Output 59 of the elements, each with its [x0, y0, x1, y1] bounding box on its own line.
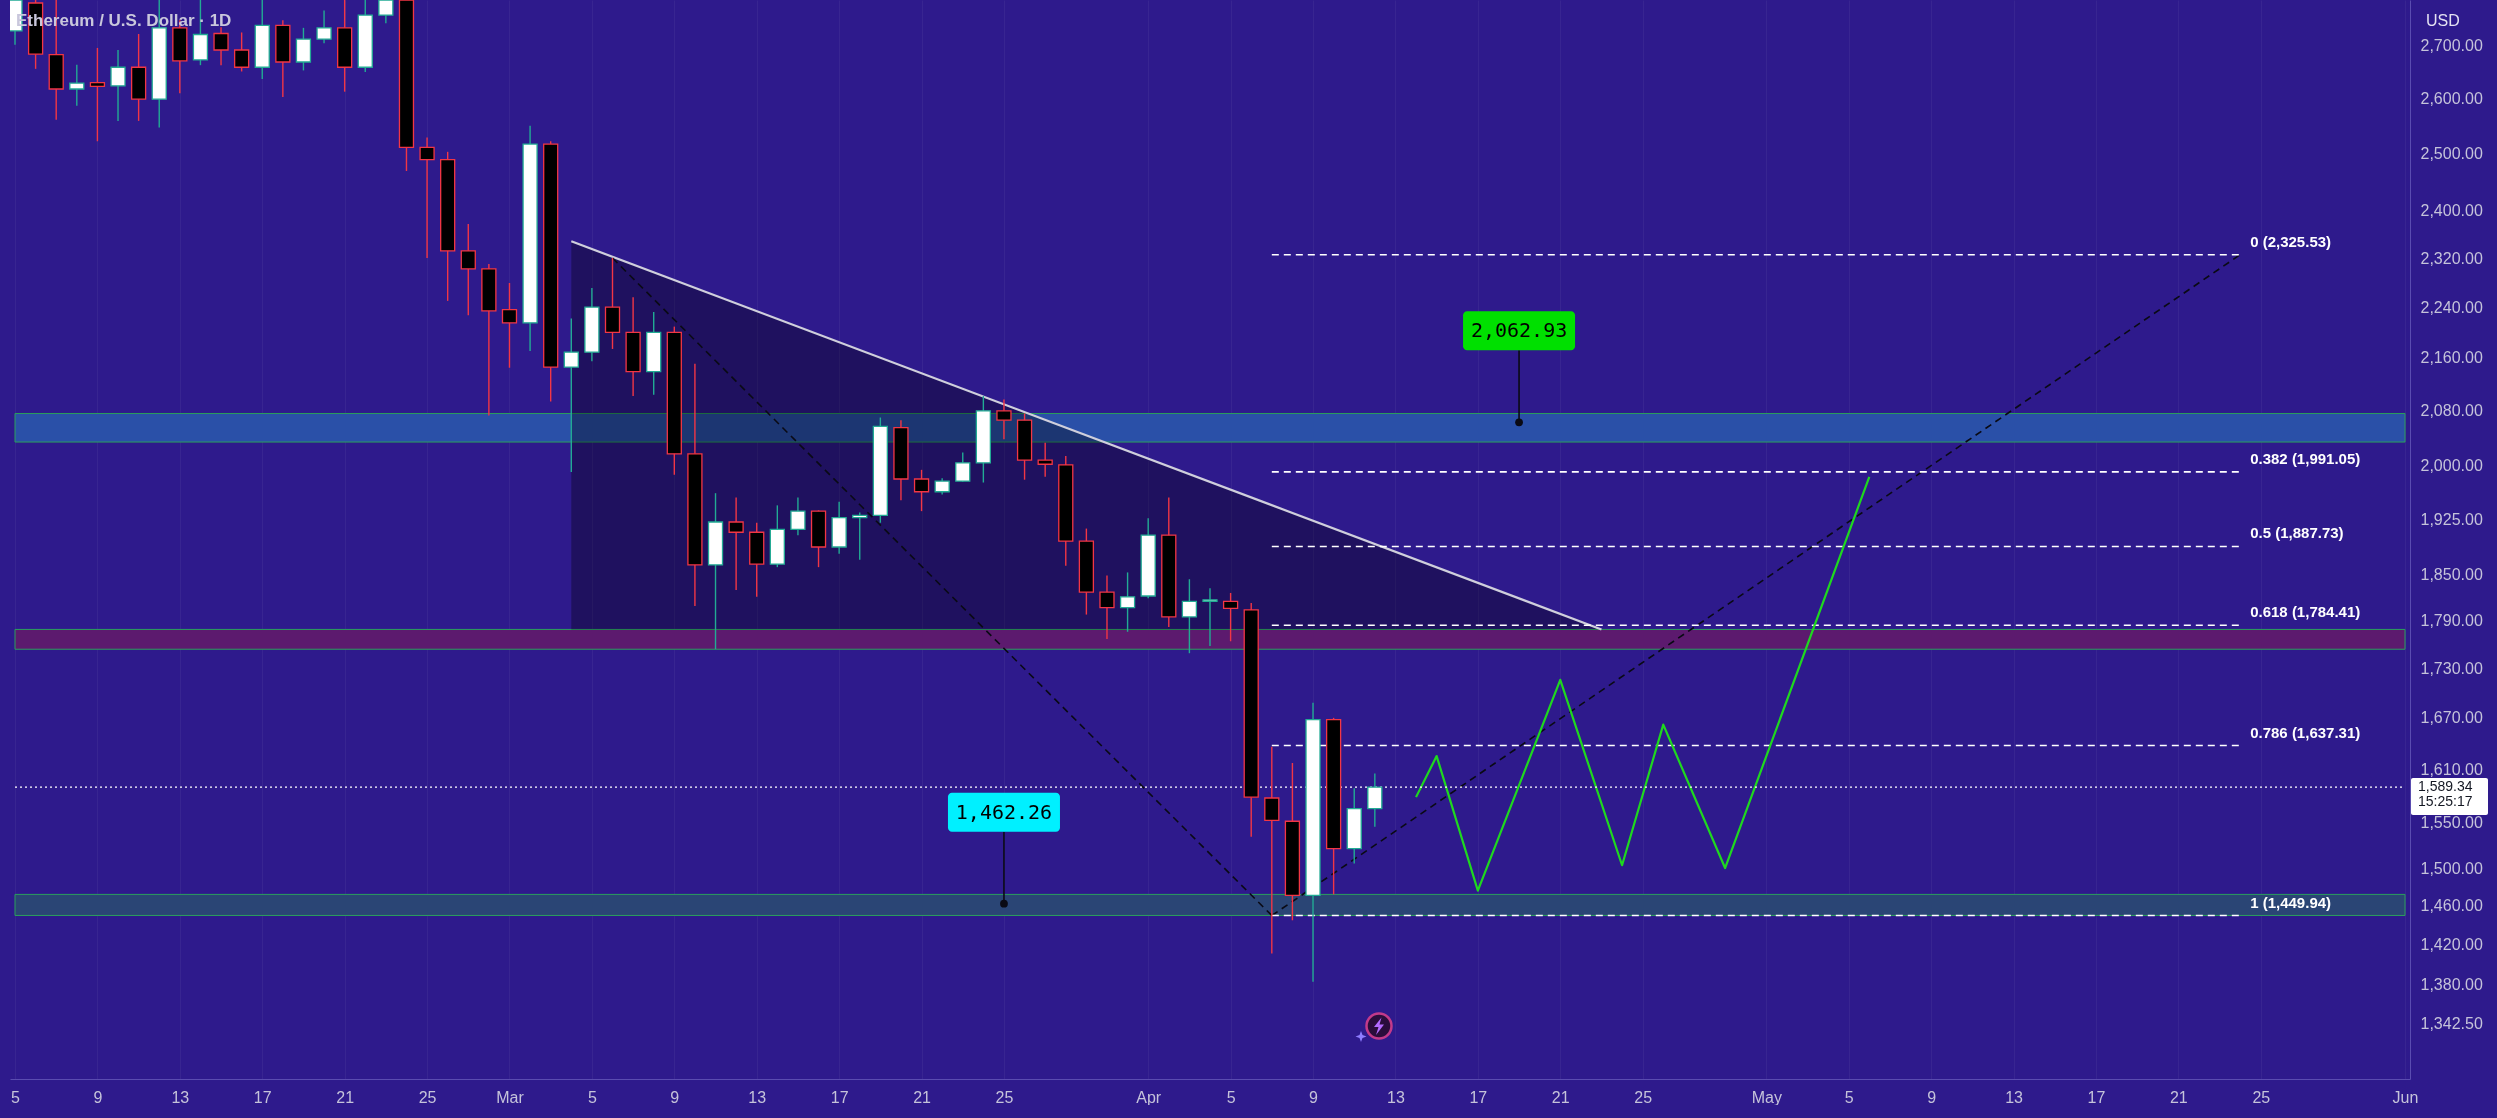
x-tick-label: 25: [995, 1088, 1014, 1106]
y-tick-label: 2,700.00: [2420, 37, 2483, 55]
y-tick-label: 1,342.50: [2420, 1014, 2483, 1032]
series-label: 0.382 (1,991.05): [2250, 449, 2361, 467]
x-tick-label: 21: [1551, 1088, 1570, 1106]
series-label: 1 (1,449.94): [2250, 893, 2332, 911]
y-tick-label: 1,380.00: [2420, 976, 2483, 994]
x-tick-label: 5: [587, 1088, 597, 1106]
x-tick-label: 21: [2169, 1088, 2188, 1106]
x-tick-label: 5: [11, 1088, 21, 1106]
y-tick-label: 1,670.00: [2420, 709, 2483, 727]
x-tick-label: 5: [1226, 1088, 1236, 1106]
x-tick-label: 17: [830, 1088, 849, 1106]
x-tick-label: 9: [670, 1088, 680, 1106]
y-tick-label: 2,500.00: [2420, 145, 2483, 163]
series-label: 0.5 (1,887.73): [2250, 524, 2344, 542]
x-tick-label: 25: [2252, 1088, 2271, 1106]
y-tick-label: 2,160.00: [2420, 349, 2483, 367]
y-tick-label: 2,320.00: [2420, 249, 2483, 267]
y-tick-label: 1,925.00: [2420, 510, 2483, 528]
x-tick-label: Jun: [2392, 1088, 2419, 1106]
x-tick-label: Mar: [496, 1088, 525, 1106]
y-tick-label: 1,610.00: [2420, 760, 2483, 778]
series-label: 0 (2,325.53): [2250, 232, 2332, 250]
x-tick-label: 9: [1309, 1088, 1319, 1106]
x-tick-label: 13: [2005, 1088, 2024, 1106]
x-tick-label: Apr: [1136, 1088, 1162, 1106]
y-axis-title: USD: [2426, 12, 2460, 29]
x-tick-label: 9: [93, 1088, 103, 1106]
x-tick-label: 13: [748, 1088, 767, 1106]
y-tick-label: 1,850.00: [2420, 566, 2483, 584]
annotation: 2,062.93: [1470, 318, 1568, 343]
x-tick-label: May: [1751, 1088, 1782, 1106]
x-tick-label: 13: [1387, 1088, 1405, 1106]
x-tick-label: 13: [171, 1088, 190, 1106]
annotation: 1,462.26: [955, 799, 1053, 824]
y-tick-label: 1,460.00: [2420, 897, 2483, 915]
series-label: 0.618 (1,784.41): [2250, 603, 2361, 621]
series-label: 0.786 (1,637.31): [2250, 723, 2361, 741]
y-tick-label: 2,240.00: [2420, 298, 2483, 316]
y-tick-label: 1,730.00: [2420, 659, 2483, 677]
x-tick-label: 21: [336, 1088, 355, 1106]
x-tick-label: 25: [1634, 1088, 1653, 1106]
x-tick-label: 17: [2087, 1088, 2106, 1106]
y-tick-label: 1,420.00: [2420, 936, 2483, 954]
y-tick-label: 2,600.00: [2420, 90, 2483, 108]
y-tick-label: 2,080.00: [2420, 402, 2483, 420]
x-tick-label: 17: [253, 1088, 272, 1106]
ref-line-label: 1,589.34 15:25:17: [2418, 778, 2473, 810]
x-tick-label: 9: [1927, 1088, 1937, 1106]
x-tick-label: 5: [1844, 1088, 1854, 1106]
y-tick-label: 1,550.00: [2420, 813, 2483, 831]
x-tick-label: 17: [1469, 1088, 1488, 1106]
y-tick-label: 2,000.00: [2420, 457, 2483, 475]
y-tick-label: 2,400.00: [2420, 202, 2483, 220]
y-tick-label: 1,500.00: [2420, 859, 2483, 877]
x-tick-label: 25: [418, 1088, 437, 1106]
y-tick-label: 1,790.00: [2420, 612, 2483, 630]
x-tick-label: 21: [913, 1088, 932, 1106]
